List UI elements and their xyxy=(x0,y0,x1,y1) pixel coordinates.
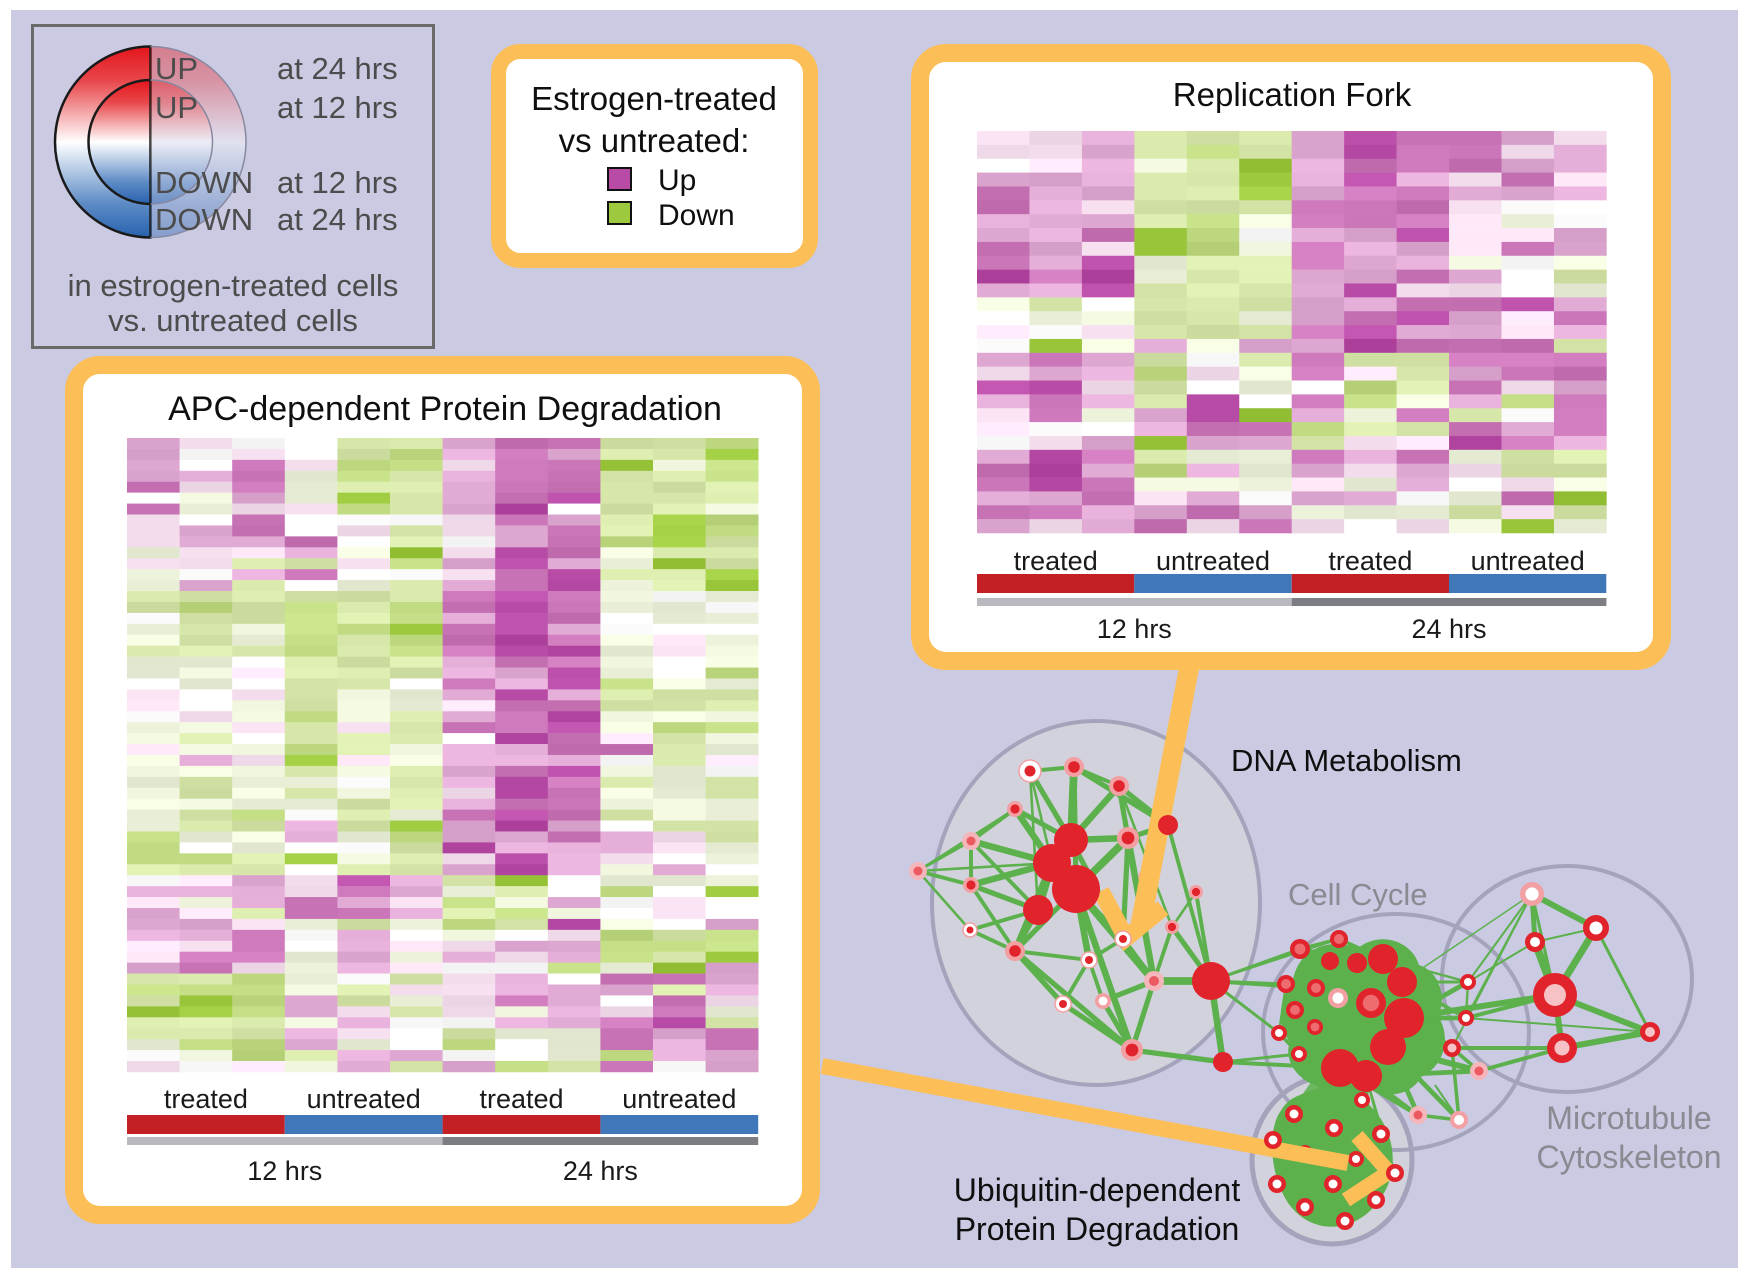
svg-text:untreated: untreated xyxy=(307,1084,421,1114)
svg-text:24 hrs: 24 hrs xyxy=(1411,614,1486,644)
svg-text:treated: treated xyxy=(1014,546,1098,576)
svg-text:Down: Down xyxy=(658,199,735,232)
svg-text:Cytoskeleton: Cytoskeleton xyxy=(1537,1139,1722,1175)
svg-text:treated: treated xyxy=(164,1084,248,1114)
svg-text:DOWN: DOWN xyxy=(155,202,253,237)
svg-text:APC-dependent Protein Degradat: APC-dependent Protein Degradation xyxy=(168,390,722,428)
svg-text:12 hrs: 12 hrs xyxy=(247,1156,322,1186)
svg-text:Protein Degradation: Protein Degradation xyxy=(955,1211,1240,1247)
svg-text:DOWN: DOWN xyxy=(155,165,253,200)
svg-text:treated: treated xyxy=(479,1084,563,1114)
svg-text:at 24 hrs: at 24 hrs xyxy=(277,51,398,86)
svg-text:Cell Cycle: Cell Cycle xyxy=(1288,877,1428,912)
svg-text:in estrogen-treated cells: in estrogen-treated cells xyxy=(68,268,399,303)
svg-text:at 24 hrs: at 24 hrs xyxy=(277,202,398,237)
svg-text:Estrogen-treated: Estrogen-treated xyxy=(531,80,777,117)
svg-text:at 12 hrs: at 12 hrs xyxy=(277,165,398,200)
svg-text:treated: treated xyxy=(1328,546,1412,576)
svg-text:Replication Fork: Replication Fork xyxy=(1173,76,1412,113)
svg-text:DNA Metabolism: DNA Metabolism xyxy=(1231,743,1462,778)
svg-text:untreated: untreated xyxy=(1156,546,1270,576)
svg-text:UP: UP xyxy=(155,90,198,125)
svg-text:12 hrs: 12 hrs xyxy=(1097,614,1172,644)
svg-text:at 12 hrs: at 12 hrs xyxy=(277,90,398,125)
svg-text:untreated: untreated xyxy=(622,1084,736,1114)
svg-text:Up: Up xyxy=(658,164,696,197)
svg-text:vs. untreated cells: vs. untreated cells xyxy=(108,303,358,338)
svg-text:24 hrs: 24 hrs xyxy=(563,1156,638,1186)
svg-text:Microtubule: Microtubule xyxy=(1546,1100,1711,1136)
svg-text:Ubiquitin-dependent: Ubiquitin-dependent xyxy=(954,1172,1241,1208)
svg-text:UP: UP xyxy=(155,51,198,86)
svg-text:vs untreated:: vs untreated: xyxy=(559,122,750,159)
svg-text:untreated: untreated xyxy=(1471,546,1585,576)
